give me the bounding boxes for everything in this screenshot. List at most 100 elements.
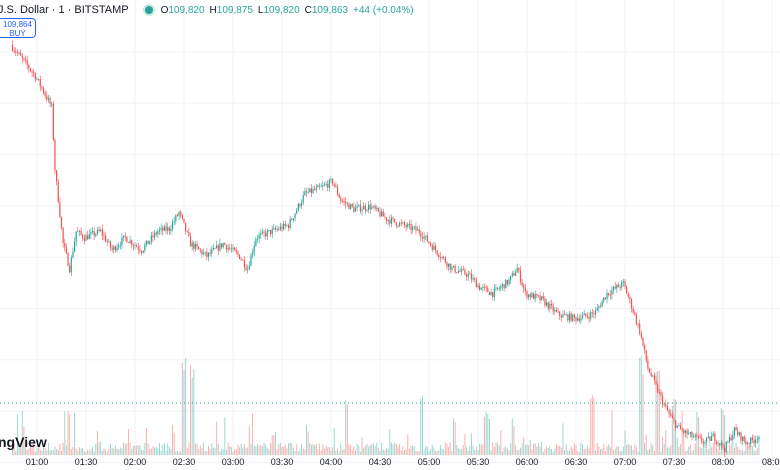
volume-bar xyxy=(470,433,472,455)
volume-bar xyxy=(186,447,188,455)
volume-bar xyxy=(402,446,404,455)
candle-body xyxy=(41,86,43,89)
candle-body xyxy=(229,247,231,249)
volume-bar xyxy=(243,444,245,455)
volume-bar xyxy=(733,447,735,455)
candle-body xyxy=(562,314,564,318)
volume-bar xyxy=(304,449,306,455)
candle-body xyxy=(611,290,613,295)
volume-bar xyxy=(693,449,695,455)
volume-bar xyxy=(366,443,368,455)
volume-bar xyxy=(98,442,100,455)
volume-bar xyxy=(583,448,585,455)
volume-bar xyxy=(717,449,719,455)
candle-body xyxy=(658,392,660,394)
candle-body xyxy=(93,231,95,236)
candle-body xyxy=(121,237,123,246)
candle-body xyxy=(305,191,308,193)
volume-bar xyxy=(345,400,347,455)
volume-bar xyxy=(273,434,275,455)
volume-bar xyxy=(750,445,752,455)
volume-bar xyxy=(131,448,133,455)
candle-body xyxy=(479,285,481,290)
candle-body xyxy=(253,245,255,253)
candle-body xyxy=(212,248,214,250)
volume-bar xyxy=(315,443,317,455)
volume-bar xyxy=(521,443,523,455)
symbol-title[interactable]: J.S. Dollar · 1 · BITSTAMP xyxy=(0,4,129,16)
candle-body xyxy=(557,311,559,313)
buy-button[interactable]: 109,864 BUY xyxy=(0,18,36,38)
candle-body xyxy=(11,44,14,51)
candle-body xyxy=(83,238,85,241)
candle-body xyxy=(279,226,281,230)
candle-body xyxy=(140,251,143,253)
candle-body xyxy=(454,265,456,273)
volume-bar xyxy=(230,446,232,455)
candle-body xyxy=(539,295,541,301)
candle-body xyxy=(715,441,718,444)
candle-body xyxy=(567,314,569,321)
candle-body xyxy=(640,333,642,338)
candle-body xyxy=(461,269,463,272)
volume-bar xyxy=(531,449,533,455)
candle-body xyxy=(599,306,602,308)
candle-body xyxy=(111,247,113,250)
candle-body xyxy=(495,287,497,289)
candle-body xyxy=(740,432,742,441)
volume-bar xyxy=(453,418,454,455)
candle-body xyxy=(340,197,342,202)
candle-body xyxy=(126,236,128,243)
volume-bar xyxy=(645,434,647,455)
volume-bar xyxy=(712,442,714,455)
candle-body xyxy=(15,51,17,53)
volume-bar xyxy=(59,444,61,455)
volume-bar xyxy=(227,442,229,455)
candle-body xyxy=(245,267,247,270)
volume-bar xyxy=(199,445,201,455)
candle-body xyxy=(54,139,56,171)
volume-bar xyxy=(642,374,644,455)
volume-bar xyxy=(640,356,642,455)
volume-bar xyxy=(289,442,291,455)
candle-body xyxy=(591,312,593,314)
candle-body xyxy=(513,273,515,276)
volume-bar xyxy=(443,449,445,455)
candle-body xyxy=(113,246,115,250)
volume-bar xyxy=(480,444,482,455)
volume-bar xyxy=(325,445,327,455)
candle-body xyxy=(755,439,757,444)
volume-bar xyxy=(573,442,575,455)
volume-bar xyxy=(537,443,539,455)
candle-body xyxy=(91,231,94,233)
low-label: L xyxy=(257,4,264,16)
volume-bar xyxy=(497,442,499,455)
candle-body xyxy=(720,443,722,446)
volume-bar xyxy=(379,450,381,455)
candle-body xyxy=(488,292,491,295)
candle-body xyxy=(497,287,499,289)
volume-bar xyxy=(80,448,82,455)
volume-bar xyxy=(435,450,437,455)
volume-bar xyxy=(165,450,167,455)
candle-body xyxy=(261,231,263,234)
volume-bar xyxy=(181,362,183,455)
candle-body xyxy=(330,179,332,180)
volume-bar xyxy=(178,451,180,455)
time-tick-label: 07:00 xyxy=(613,457,637,467)
volume-bar xyxy=(106,451,108,455)
candle-body xyxy=(446,262,448,267)
candle-body xyxy=(593,313,595,315)
volume-bar xyxy=(355,450,356,455)
candle-body xyxy=(338,194,340,198)
time-axis[interactable]: 01:00 01:30 02:00 02:30 03:00 03:30 04:00 04:30… xyxy=(0,454,780,470)
candle-body xyxy=(381,211,383,217)
candle-body xyxy=(286,225,288,226)
volume-bar xyxy=(34,451,36,455)
chart-header: J.S. Dollar · 1 · BITSTAMP O109,820 H109… xyxy=(0,2,414,18)
candle-body xyxy=(541,296,543,301)
candle-body xyxy=(707,436,709,438)
candle-body xyxy=(719,443,721,446)
volume-bar xyxy=(392,444,394,455)
